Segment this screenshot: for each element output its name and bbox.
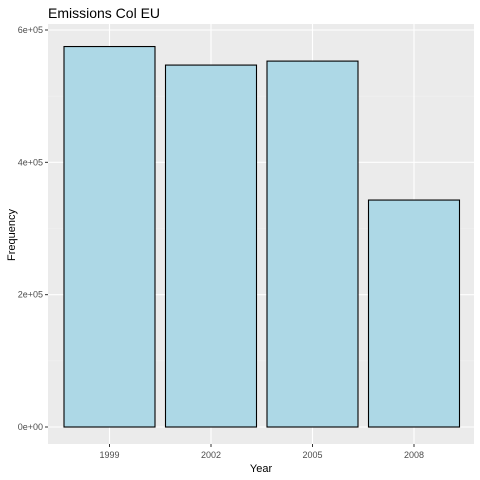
y-tick-label: 6e+05 xyxy=(18,25,43,35)
y-axis-title: Frequency xyxy=(6,209,18,261)
x-axis-title: Year xyxy=(250,463,273,475)
bars xyxy=(63,45,461,428)
x-tick-label: 2008 xyxy=(404,450,424,460)
y-tick-label: 2e+05 xyxy=(18,290,43,300)
x-tick-label: 2005 xyxy=(302,450,322,460)
chart-title: Emissions Col EU xyxy=(48,5,160,21)
y-tick-label: 4e+05 xyxy=(18,157,43,167)
bar-1999 xyxy=(63,45,156,428)
y-tick-label: 0e+00 xyxy=(18,422,43,432)
y-axis-ticks: 0e+00 2e+05 4e+05 6e+05 xyxy=(18,25,48,432)
bar-2002 xyxy=(164,64,258,428)
bar-2008 xyxy=(367,199,461,428)
x-tick-label: 2002 xyxy=(201,450,221,460)
x-axis-ticks: 1999 2002 2005 2008 xyxy=(99,444,424,460)
x-tick-label: 1999 xyxy=(99,450,119,460)
bar-2005 xyxy=(266,60,359,428)
